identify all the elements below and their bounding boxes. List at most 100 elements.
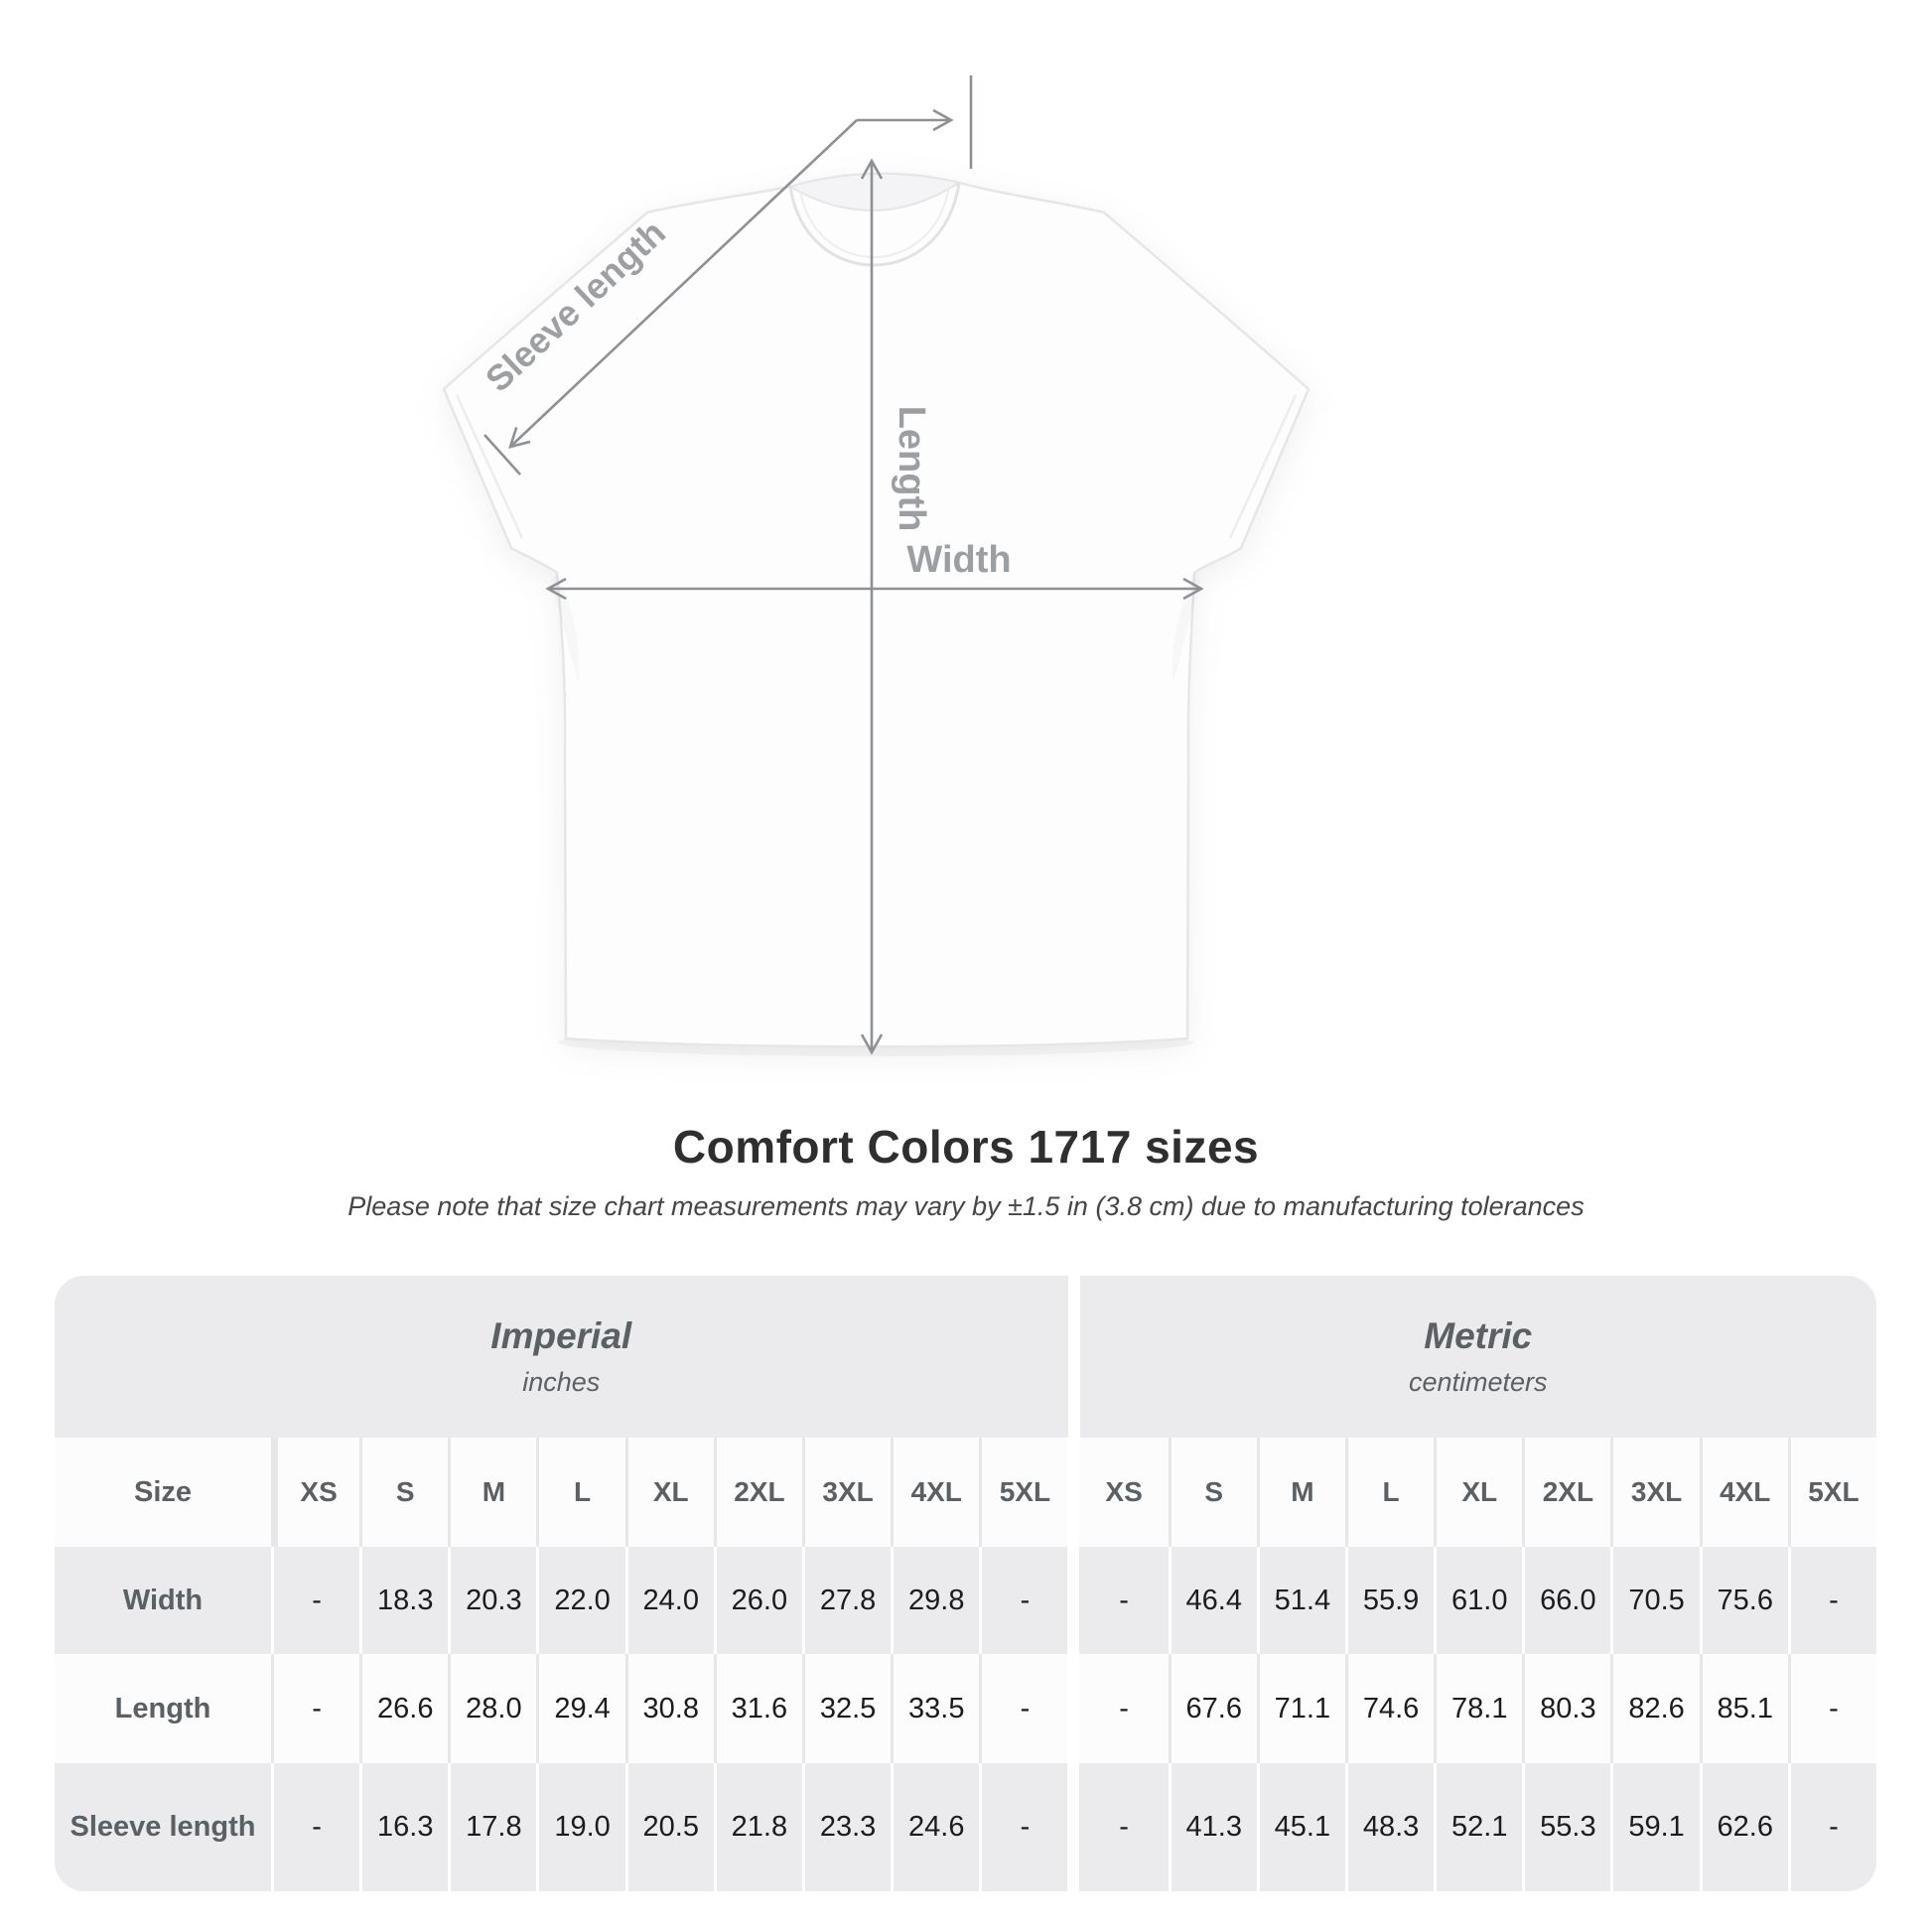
value-cell: - [1079, 1763, 1169, 1891]
value-cell: 30.8 [624, 1654, 714, 1763]
size-col-header: S [1168, 1438, 1257, 1547]
value-cell: 27.8 [801, 1547, 892, 1654]
group-gap [1067, 1547, 1080, 1654]
value-cell: 32.5 [801, 1654, 892, 1763]
value-cell: 29.8 [891, 1547, 980, 1654]
value-cell: 82.6 [1610, 1654, 1700, 1763]
size-column-label: Size [55, 1438, 271, 1547]
value-cell: - [1787, 1654, 1876, 1763]
value-cell: 20.3 [448, 1547, 537, 1654]
value-cell: - [979, 1654, 1068, 1763]
sleeve-length-arrow [483, 75, 973, 476]
value-cell: 45.1 [1256, 1763, 1345, 1891]
value-cell: - [979, 1763, 1068, 1891]
value-cell: 26.6 [359, 1654, 449, 1763]
value-cell: - [271, 1547, 360, 1654]
value-cell: 71.1 [1256, 1654, 1345, 1763]
value-cell: 67.6 [1168, 1654, 1257, 1763]
value-cell: 24.6 [891, 1763, 980, 1891]
page-subtitle: Please note that size chart measurements… [347, 1191, 1585, 1221]
value-cell: 62.6 [1699, 1763, 1788, 1891]
group-gap [1067, 1654, 1080, 1763]
size-col-header: 4XL [1699, 1438, 1788, 1547]
value-cell: 85.1 [1699, 1654, 1788, 1763]
length-label: Length [891, 406, 932, 532]
size-col-header: 5XL [979, 1438, 1068, 1547]
value-cell: - [1787, 1547, 1876, 1654]
value-cell: 46.4 [1168, 1547, 1257, 1654]
value-cell: 26.0 [713, 1547, 802, 1654]
tshirt-measurement-diagram: Sleeve length Length Width [442, 75, 1311, 1056]
size-col-header: XL [1434, 1438, 1523, 1547]
value-cell: 66.0 [1522, 1547, 1611, 1654]
size-col-header: 2XL [713, 1438, 802, 1547]
value-cell: 75.6 [1699, 1547, 1788, 1654]
imperial-group-title: Imperial [490, 1315, 632, 1356]
value-cell: 48.3 [1344, 1763, 1435, 1891]
value-cell: - [271, 1654, 360, 1763]
value-cell: 55.9 [1344, 1547, 1435, 1654]
value-cell: 28.0 [448, 1654, 537, 1763]
size-header-row: Size XS S M L XL 2XL 3XL 4XL 5XL XS S M L XL 2XL 3XL 4XL 5… [55, 1438, 1876, 1547]
value-cell: - [1079, 1654, 1169, 1763]
page-title: Comfort Colors 1717 sizes [672, 1121, 1260, 1173]
value-cell: 41.3 [1168, 1763, 1257, 1891]
size-col-header: 3XL [1610, 1438, 1700, 1547]
table-row: Length -26.6 28.0 29.4 30.8 31.6 32.5 33.5- -67.… [55, 1654, 1876, 1763]
value-cell: 29.4 [536, 1654, 625, 1763]
imperial-group-header: Imperial inches [55, 1276, 1068, 1438]
value-cell: 19.0 [536, 1763, 625, 1891]
value-cell: 23.3 [801, 1763, 892, 1891]
value-cell: 22.0 [536, 1547, 625, 1654]
value-cell: 59.1 [1610, 1763, 1700, 1891]
value-cell: 74.6 [1344, 1654, 1435, 1763]
width-label: Width [906, 539, 1011, 581]
metric-group-unit: centimeters [1408, 1367, 1548, 1397]
value-cell: - [271, 1763, 360, 1891]
group-gap [1067, 1438, 1080, 1547]
metric-group-title: Metric [1424, 1315, 1533, 1356]
row-label: Length [55, 1654, 271, 1763]
value-cell: 52.1 [1434, 1763, 1523, 1891]
size-col-header: S [359, 1438, 449, 1547]
table-rows: Width -18.3 20.3 22.0 24.0 26.0 27.8 29.8- -46.4… [55, 1547, 1876, 1891]
value-cell: 17.8 [448, 1763, 537, 1891]
value-cell: 80.3 [1522, 1654, 1611, 1763]
size-col-header: L [536, 1438, 625, 1547]
size-table: Imperial inches Metric centimeters Size X… [55, 1276, 1876, 1891]
value-cell: 55.3 [1522, 1763, 1611, 1891]
group-gap [1067, 1276, 1080, 1438]
value-cell: 70.5 [1610, 1547, 1700, 1654]
value-cell: 51.4 [1256, 1547, 1345, 1654]
value-cell: - [979, 1547, 1068, 1654]
size-col-header: XL [624, 1438, 714, 1547]
value-cell: 33.5 [891, 1654, 980, 1763]
value-cell: 20.5 [624, 1763, 714, 1891]
group-gap [1067, 1763, 1080, 1891]
value-cell: 16.3 [359, 1763, 449, 1891]
table-row: Width -18.3 20.3 22.0 24.0 26.0 27.8 29.8- -46.4… [55, 1547, 1876, 1654]
size-col-header: XS [271, 1438, 360, 1547]
metric-group-header: Metric centimeters [1079, 1276, 1876, 1438]
value-cell: 18.3 [359, 1547, 449, 1654]
row-label: Sleeve length [55, 1763, 271, 1891]
unit-group-header-row: Imperial inches Metric centimeters [55, 1276, 1876, 1438]
size-col-header: 5XL [1787, 1438, 1876, 1547]
size-col-header: 4XL [891, 1438, 980, 1547]
value-cell: 61.0 [1434, 1547, 1523, 1654]
table-row: Sleeve length -16.3 17.8 19.0 20.5 21.8 23.3 24… [55, 1763, 1876, 1891]
size-col-header: L [1344, 1438, 1435, 1547]
value-cell: 31.6 [713, 1654, 802, 1763]
size-col-header: XS [1079, 1438, 1169, 1547]
value-cell: 24.0 [624, 1547, 714, 1654]
imperial-group-unit: inches [522, 1367, 601, 1397]
value-cell: - [1079, 1547, 1169, 1654]
size-col-header: 3XL [801, 1438, 892, 1547]
value-cell: 21.8 [713, 1763, 802, 1891]
size-col-header: 2XL [1522, 1438, 1611, 1547]
size-col-header: M [1256, 1438, 1345, 1547]
row-label: Width [55, 1547, 271, 1654]
value-cell: 78.1 [1434, 1654, 1523, 1763]
size-col-header: M [448, 1438, 537, 1547]
value-cell: - [1787, 1763, 1876, 1891]
